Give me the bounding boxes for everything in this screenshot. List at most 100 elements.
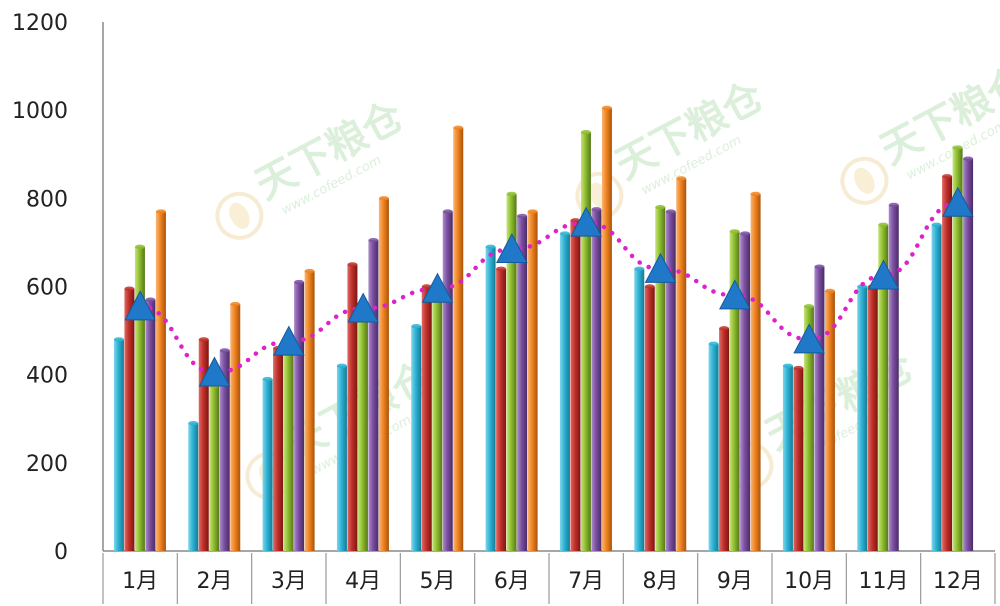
bar-s2-8 xyxy=(644,286,655,551)
bar-cap xyxy=(814,264,825,269)
trend-marker-7 xyxy=(570,206,602,237)
bar-s4-5 xyxy=(442,211,453,551)
trend-line-path xyxy=(137,200,961,375)
bar-cap xyxy=(421,284,432,289)
bar-cap xyxy=(219,348,230,353)
bar-s1-5 xyxy=(411,326,422,551)
bar-cap xyxy=(665,209,676,214)
x-category-label: 3月 xyxy=(271,569,307,594)
trend-marker-6 xyxy=(496,232,528,264)
trend-marker-10 xyxy=(793,323,825,354)
bar-cap xyxy=(782,363,793,369)
x-category-label: 5月 xyxy=(420,569,456,594)
bar-s5-8 xyxy=(676,178,687,551)
bar-s4-1 xyxy=(145,299,156,551)
bar-s3-8 xyxy=(655,207,666,551)
bar-s5-5 xyxy=(453,127,464,552)
bar-s5-4 xyxy=(378,198,389,552)
x-category-label: 4月 xyxy=(345,569,381,594)
bar-s3-4 xyxy=(357,319,368,551)
bar-s3-7 xyxy=(580,132,591,552)
y-axis-ticks: 0 200 400 600 800 1000 1200 xyxy=(12,11,68,565)
bar-s4-9 xyxy=(740,233,751,551)
bar-s1-2 xyxy=(188,423,199,551)
bar-cap xyxy=(198,337,209,342)
bar-cap xyxy=(411,323,422,329)
bar-s3-2 xyxy=(209,385,220,551)
bar-cap xyxy=(453,125,464,130)
bar-cap xyxy=(485,244,496,250)
bar-s3-9 xyxy=(729,231,740,552)
bar-cap xyxy=(634,266,645,272)
bar-cap xyxy=(963,156,974,161)
bar-s1-11 xyxy=(857,286,868,551)
bar-cap xyxy=(304,268,315,274)
bar-cap xyxy=(580,130,591,135)
bar-s1-12 xyxy=(931,224,942,552)
bar-s4-10 xyxy=(814,266,825,551)
bar-s4-4 xyxy=(368,240,379,551)
bar-s1-4 xyxy=(336,365,347,551)
trend-marker-1 xyxy=(124,290,156,321)
bar-s5-10 xyxy=(824,290,835,551)
bar-cap xyxy=(644,284,655,289)
bar-cap xyxy=(750,191,761,197)
bar-cap xyxy=(878,222,889,227)
bar-s1-8 xyxy=(634,268,645,551)
bar-cap xyxy=(857,284,868,289)
bar-s5-1 xyxy=(155,211,166,551)
bar-s5-7 xyxy=(601,107,612,552)
bar-s1-3 xyxy=(262,379,273,551)
trend-marker-3 xyxy=(273,325,305,356)
bar-s1-7 xyxy=(559,233,570,551)
bar-s2-4 xyxy=(347,264,358,551)
bar-cap xyxy=(708,341,719,347)
bar-cap xyxy=(368,238,379,243)
y-tick-label: 400 xyxy=(26,364,68,389)
y-tick-label: 600 xyxy=(26,276,68,301)
bar-s5-9 xyxy=(750,193,761,552)
trend-marker-9 xyxy=(719,279,751,310)
bar-cap xyxy=(719,326,730,331)
bar-s1-6 xyxy=(485,246,496,551)
bar-s3-3 xyxy=(283,352,294,551)
bar-cap xyxy=(559,231,570,236)
bar-series xyxy=(113,105,974,552)
bar-cap xyxy=(230,301,241,307)
bar-cap xyxy=(952,145,963,150)
trend-marker-5 xyxy=(421,272,454,303)
trend-marker-11 xyxy=(867,259,900,290)
bar-cap xyxy=(942,174,953,179)
bar-cap xyxy=(676,176,687,181)
x-category-label: 12月 xyxy=(933,569,983,594)
bar-cap xyxy=(347,262,358,267)
trend-marker-4 xyxy=(347,292,379,323)
bar-cap xyxy=(803,304,814,309)
bar-s4-12 xyxy=(963,158,974,552)
bar-cap xyxy=(824,288,835,294)
bar-s2-2 xyxy=(198,339,209,551)
x-category-label: 7月 xyxy=(568,569,604,594)
bar-cap xyxy=(655,204,666,210)
trend-marker-2 xyxy=(198,356,231,387)
y-tick-label: 1000 xyxy=(12,99,68,124)
bar-cap xyxy=(527,209,538,214)
bar-cap xyxy=(931,222,942,227)
x-category-label: 8月 xyxy=(643,569,679,594)
y-tick-label: 1200 xyxy=(12,11,68,36)
bar-cap xyxy=(517,213,528,219)
bar-s4-7 xyxy=(591,209,602,551)
bar-cap xyxy=(442,209,453,214)
bar-s5-6 xyxy=(527,211,538,551)
trend-line xyxy=(124,186,974,387)
trend-marker-12 xyxy=(942,186,974,217)
x-axis-categories: 1月 2月 3月 4月 5月 6月 7月 8月 9月 10月 11月 12月 xyxy=(102,553,996,604)
bar-cap xyxy=(155,209,166,214)
bar-cap xyxy=(336,363,347,369)
bar-s3-6 xyxy=(506,193,517,552)
bar-cap xyxy=(294,279,305,285)
bar-s1-9 xyxy=(708,343,719,551)
x-category-label: 2月 xyxy=(197,569,233,594)
